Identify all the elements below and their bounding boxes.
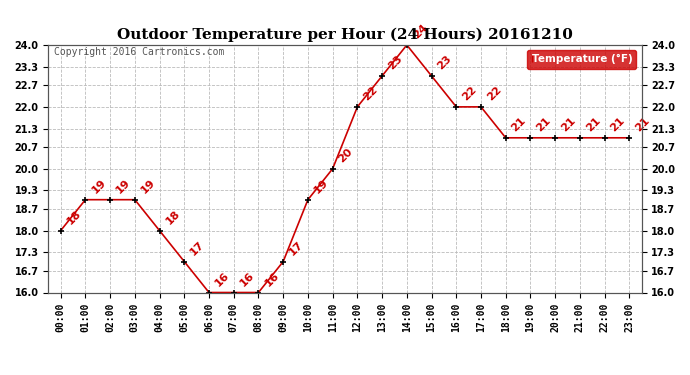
Text: 21: 21 (584, 116, 602, 134)
Text: 16: 16 (213, 270, 231, 288)
Text: 21: 21 (560, 116, 578, 134)
Text: 19: 19 (115, 177, 132, 195)
Text: 19: 19 (139, 177, 157, 195)
Text: 19: 19 (312, 177, 331, 195)
Text: 17: 17 (188, 239, 206, 257)
Text: 20: 20 (337, 147, 355, 165)
Text: 18: 18 (65, 209, 83, 226)
Text: Copyright 2016 Cartronics.com: Copyright 2016 Cartronics.com (55, 48, 225, 57)
Text: 22: 22 (362, 85, 380, 103)
Text: 16: 16 (263, 270, 281, 288)
Text: 21: 21 (609, 116, 627, 134)
Text: 19: 19 (90, 177, 108, 195)
Text: 22: 22 (460, 85, 478, 103)
Text: 16: 16 (238, 270, 256, 288)
Legend: Temperature (°F): Temperature (°F) (527, 50, 636, 69)
Text: 17: 17 (287, 239, 306, 257)
Text: 21: 21 (535, 116, 553, 134)
Text: 18: 18 (164, 209, 181, 226)
Text: 23: 23 (386, 54, 404, 72)
Title: Outdoor Temperature per Hour (24 Hours) 20161210: Outdoor Temperature per Hour (24 Hours) … (117, 28, 573, 42)
Text: 22: 22 (485, 85, 503, 103)
Text: 21: 21 (633, 116, 651, 134)
Text: 23: 23 (435, 54, 453, 72)
Text: 24: 24 (411, 23, 429, 41)
Text: 21: 21 (510, 116, 528, 134)
